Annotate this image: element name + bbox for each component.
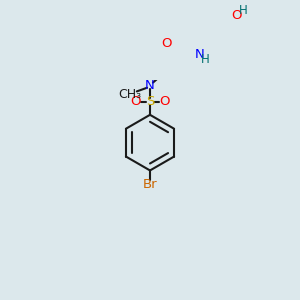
Text: O: O	[130, 95, 141, 108]
Text: H: H	[201, 53, 210, 66]
Text: S: S	[146, 95, 154, 108]
Text: N: N	[145, 79, 155, 92]
Text: H: H	[238, 4, 247, 17]
Text: O: O	[231, 9, 242, 22]
Text: N: N	[195, 48, 205, 61]
Text: O: O	[161, 37, 171, 50]
Text: O: O	[159, 95, 170, 108]
Text: CH₃: CH₃	[118, 88, 141, 101]
Text: Br: Br	[143, 178, 157, 191]
